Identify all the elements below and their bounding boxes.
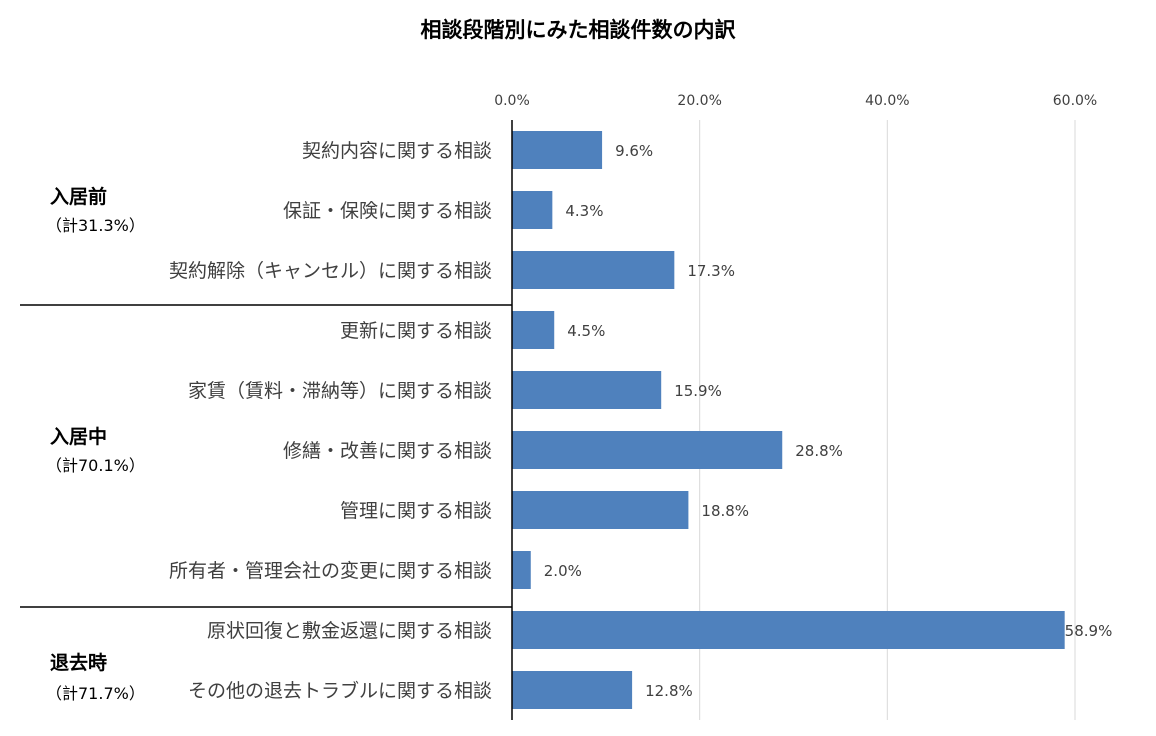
bar bbox=[512, 671, 633, 709]
bar bbox=[512, 551, 531, 589]
group-total: （計71.7%） bbox=[46, 684, 145, 703]
x-tick-label: 0.0% bbox=[494, 93, 530, 109]
bar bbox=[512, 371, 662, 409]
category-label: 原状回復と敷金返還に関する相談 bbox=[207, 620, 492, 642]
bar bbox=[512, 251, 675, 289]
data-label: 12.8% bbox=[645, 682, 693, 700]
data-label: 2.0% bbox=[544, 562, 582, 580]
bar bbox=[512, 491, 689, 529]
group-total: （計70.1%） bbox=[46, 456, 145, 475]
group-name: 入居中 bbox=[50, 426, 108, 448]
bar bbox=[512, 191, 553, 229]
bar bbox=[512, 131, 603, 169]
x-tick-label: 60.0% bbox=[1053, 93, 1097, 109]
group-name: 退去時 bbox=[50, 652, 108, 674]
category-label: 所有者・管理会社の変更に関する相談 bbox=[169, 560, 492, 582]
chart-title: 相談段階別にみた相談件数の内訳 bbox=[420, 18, 736, 42]
data-label: 4.5% bbox=[567, 322, 605, 340]
group-total: （計31.3%） bbox=[46, 216, 145, 235]
category-label: 管理に関する相談 bbox=[340, 500, 492, 522]
category-label: 更新に関する相談 bbox=[340, 320, 492, 342]
bar bbox=[512, 611, 1065, 649]
category-label: 保証・保険に関する相談 bbox=[283, 200, 492, 222]
category-label: その他の退去トラブルに関する相談 bbox=[188, 679, 492, 702]
bar bbox=[512, 431, 783, 469]
data-label: 9.6% bbox=[615, 142, 653, 160]
data-label: 4.3% bbox=[565, 202, 603, 220]
category-label: 修繕・改善に関する相談 bbox=[283, 440, 492, 462]
x-tick-label: 20.0% bbox=[677, 93, 721, 109]
bar bbox=[512, 311, 555, 349]
data-label: 18.8% bbox=[701, 502, 749, 520]
category-label: 契約解除（キャンセル）に関する相談 bbox=[169, 260, 492, 282]
category-label: 契約内容に関する相談 bbox=[302, 140, 492, 162]
data-label: 58.9% bbox=[1065, 622, 1113, 640]
data-label: 15.9% bbox=[674, 382, 722, 400]
group-name: 入居前 bbox=[50, 186, 108, 208]
data-label: 28.8% bbox=[795, 442, 843, 460]
category-label: 家賃（賃料・滞納等）に関する相談 bbox=[188, 380, 492, 402]
x-tick-label: 40.0% bbox=[865, 93, 909, 109]
data-label: 17.3% bbox=[687, 262, 735, 280]
